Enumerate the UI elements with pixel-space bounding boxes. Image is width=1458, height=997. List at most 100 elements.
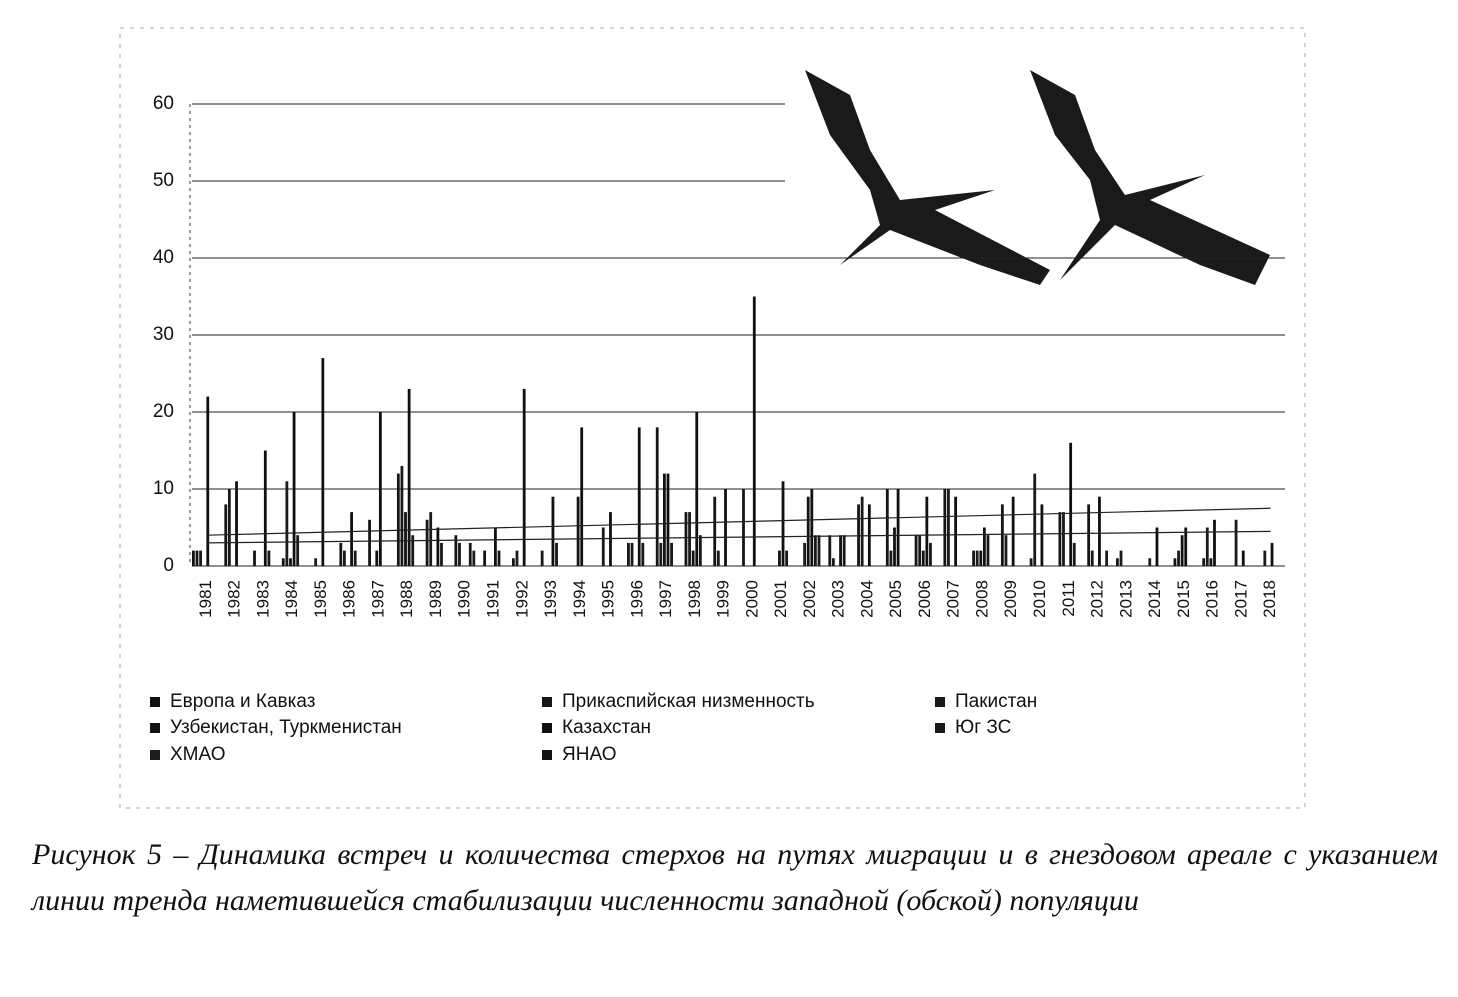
- x-tick-label: 2000: [742, 580, 761, 618]
- x-tick-label: 2005: [886, 580, 905, 618]
- bar: [943, 489, 947, 566]
- bar: [1173, 558, 1177, 566]
- bar: [1205, 527, 1209, 566]
- x-tick-label: 1988: [397, 580, 416, 618]
- bar: [343, 550, 346, 566]
- bar: [353, 550, 357, 566]
- x-tick-label: 1981: [196, 580, 215, 618]
- bar: [954, 496, 958, 566]
- bar: [781, 481, 785, 566]
- x-tick-label: 1995: [599, 580, 618, 618]
- bar: [914, 535, 918, 566]
- bar: [982, 527, 986, 566]
- bar: [195, 550, 199, 566]
- legend-label: Юг ЗС: [955, 717, 1011, 738]
- legend-swatch: [150, 697, 160, 707]
- y-tick-label: 50: [153, 170, 174, 191]
- x-tick-label: 1989: [426, 580, 445, 618]
- x-tick-label: 2015: [1174, 580, 1193, 618]
- bar: [1270, 542, 1274, 566]
- bar: [1148, 558, 1152, 566]
- x-tick-label: 1998: [685, 580, 704, 618]
- bar: [986, 535, 990, 566]
- x-tick-label: 1986: [340, 580, 359, 618]
- x-tick-label: 2012: [1088, 580, 1107, 618]
- x-tick-label: 1993: [541, 580, 560, 618]
- x-tick-label: 2010: [1030, 580, 1049, 618]
- bar: [627, 542, 630, 566]
- bar: [551, 496, 555, 566]
- trend-line: [206, 530, 1271, 544]
- x-tick-label: 1982: [225, 580, 244, 618]
- legend-label: Пакистан: [955, 691, 1037, 712]
- bar: [803, 542, 807, 566]
- legend-label: Прикаспийская низменность: [562, 691, 815, 712]
- bar: [497, 550, 501, 566]
- bar: [828, 535, 832, 566]
- bar: [860, 496, 864, 566]
- legend-label: Узбекистан, Туркменистан: [170, 717, 402, 738]
- y-tick-label: 30: [153, 324, 174, 345]
- bar: [896, 489, 900, 566]
- bar: [396, 473, 400, 566]
- bar: [925, 496, 929, 566]
- bar: [458, 542, 461, 566]
- bar: [1062, 512, 1065, 566]
- bar: [1180, 535, 1184, 566]
- x-tick-label: 2018: [1260, 580, 1279, 618]
- x-tick-label: 2003: [829, 580, 848, 618]
- x-tick-label: 2013: [1116, 580, 1135, 618]
- legend-swatch: [542, 697, 552, 707]
- x-tick-label: 2016: [1203, 580, 1222, 618]
- bar: [1155, 527, 1159, 566]
- bar: [1234, 519, 1238, 566]
- bar: [522, 388, 526, 566]
- bar: [1087, 504, 1091, 566]
- bar: [1072, 542, 1076, 566]
- bar: [1000, 504, 1004, 566]
- bar: [281, 558, 285, 566]
- bar: [494, 527, 497, 566]
- bar: [893, 527, 896, 566]
- bar: [576, 496, 580, 566]
- bar: [810, 489, 814, 566]
- x-tick-label: 1994: [570, 580, 589, 618]
- bar: [666, 473, 670, 566]
- trend-line: [206, 507, 1271, 536]
- legend-swatch: [150, 723, 160, 733]
- bar: [515, 550, 519, 566]
- x-tick-label: 1996: [627, 580, 646, 618]
- bar: [404, 512, 407, 566]
- bar: [630, 542, 634, 566]
- bar: [979, 550, 983, 566]
- bar: [289, 558, 292, 566]
- y-tick-label: 60: [153, 93, 174, 114]
- legend-label: ХМАО: [170, 744, 226, 765]
- bar: [407, 388, 411, 566]
- x-tick-label: 2007: [944, 580, 963, 618]
- bar: [425, 519, 429, 566]
- bar: [296, 535, 300, 566]
- x-tick-label: 1992: [512, 580, 531, 618]
- bar: [1090, 550, 1094, 566]
- bar: [1213, 519, 1216, 566]
- bar: [378, 412, 382, 566]
- bar: [806, 496, 810, 566]
- bar: [263, 450, 267, 566]
- y-tick-label: 0: [163, 555, 174, 576]
- x-tick-label: 1997: [656, 580, 675, 618]
- bar: [857, 504, 860, 566]
- bar: [1011, 496, 1015, 566]
- legend-swatch: [935, 697, 945, 707]
- legend-label: Европа и Кавказ: [170, 691, 315, 712]
- bar: [235, 481, 238, 566]
- bar: [1241, 550, 1245, 566]
- bar: [1004, 535, 1008, 566]
- x-tick-label: 1984: [282, 580, 301, 618]
- legend-label: Казахстан: [562, 717, 651, 738]
- bar: [1263, 550, 1267, 566]
- bar: [785, 550, 789, 566]
- bar: [267, 550, 271, 566]
- bar: [1040, 504, 1044, 566]
- bar: [929, 542, 932, 566]
